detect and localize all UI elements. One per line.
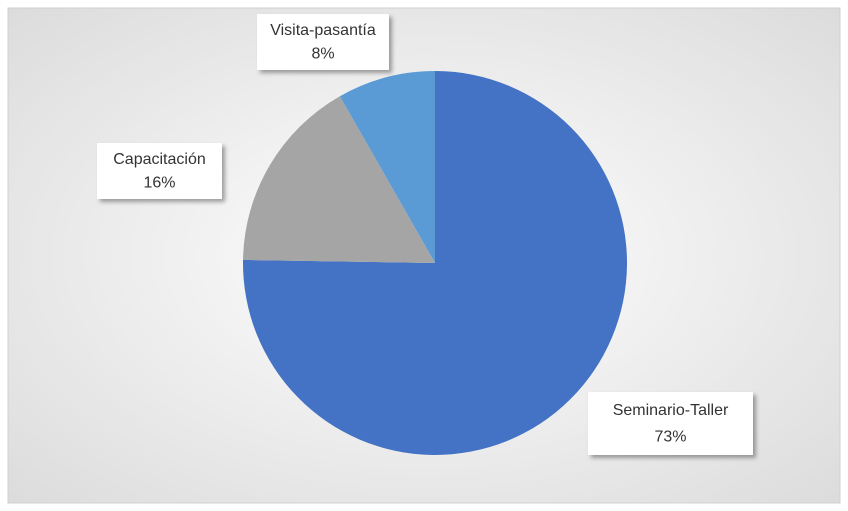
label-box: [97, 143, 222, 199]
label-box: [588, 392, 753, 455]
slice-label: Capacitación: [113, 151, 206, 168]
label-box: [257, 14, 389, 70]
slice-value: 8%: [311, 46, 334, 63]
slice-value: 16%: [143, 175, 175, 192]
slice-value: 73%: [654, 429, 686, 446]
slice-label: Seminario-Taller: [613, 402, 729, 419]
pie-slice: [243, 96, 435, 264]
slice-label: Visita-pasantía: [270, 22, 376, 39]
pie-slice: [339, 71, 435, 263]
pie-slice: [243, 71, 627, 455]
